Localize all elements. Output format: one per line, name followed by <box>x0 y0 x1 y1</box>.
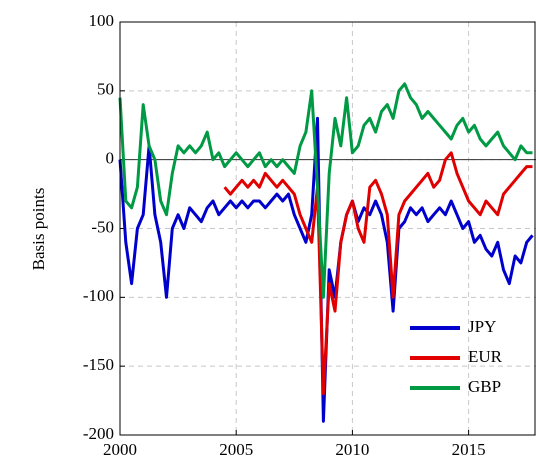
x-tick-label: 2005 <box>219 440 253 459</box>
y-tick-label: 0 <box>106 149 115 168</box>
x-tick-label: 2010 <box>335 440 369 459</box>
series-line <box>118 116 534 423</box>
legend-label: JPY <box>468 317 496 336</box>
y-tick-label: -200 <box>83 424 114 443</box>
y-tick-label: -150 <box>83 355 114 374</box>
y-tick-label: -50 <box>91 217 114 236</box>
x-tick-label: 2015 <box>452 440 486 459</box>
y-axis-label: Basis points <box>29 188 48 271</box>
series-line <box>223 151 533 396</box>
x-tick-label: 2000 <box>103 440 137 459</box>
plot-frame <box>119 21 536 436</box>
legend-label: GBP <box>468 377 501 396</box>
y-tick-label: -100 <box>83 286 114 305</box>
y-tick-label: 50 <box>97 80 114 99</box>
y-tick-label: 100 <box>89 11 115 30</box>
series-line <box>118 82 533 299</box>
legend-label: EUR <box>468 347 503 366</box>
